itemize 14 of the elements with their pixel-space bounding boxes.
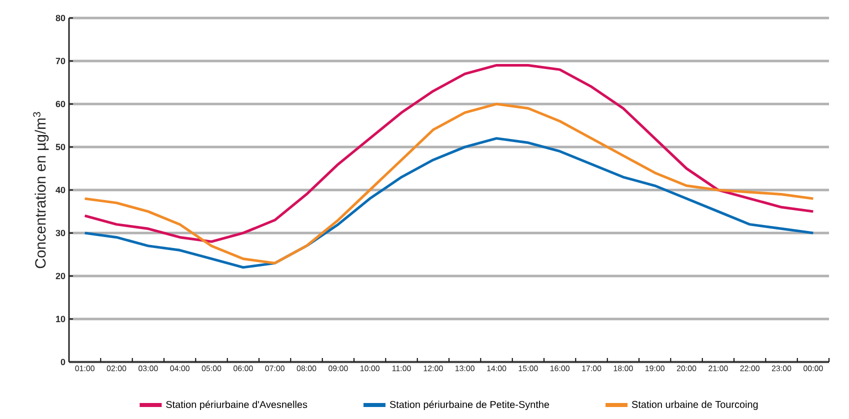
y-axis-title: Concentration en µg/m$^{3}$ — [33, 112, 49, 268]
y-tick-label: 10 — [56, 316, 66, 322]
y-tick-label: 70 — [56, 58, 66, 64]
legend-label: Station périurbaine d'Avesnelles — [166, 400, 308, 410]
legend-label: Station périurbaine de Petite-Synthe — [390, 400, 550, 410]
line-series — [84, 137, 814, 269]
y-tick-label: 80 — [56, 14, 66, 22]
y-tick-label: 50 — [56, 144, 66, 150]
y-tick-label: 0 — [60, 358, 66, 366]
y-tick-label: 60 — [56, 100, 66, 108]
y-tick-label: 40 — [56, 186, 66, 194]
y-tick-label: 20 — [56, 272, 66, 280]
legend-label: Station urbaine de Tourcoing — [632, 400, 758, 410]
y-tick-label: 30 — [56, 230, 66, 236]
